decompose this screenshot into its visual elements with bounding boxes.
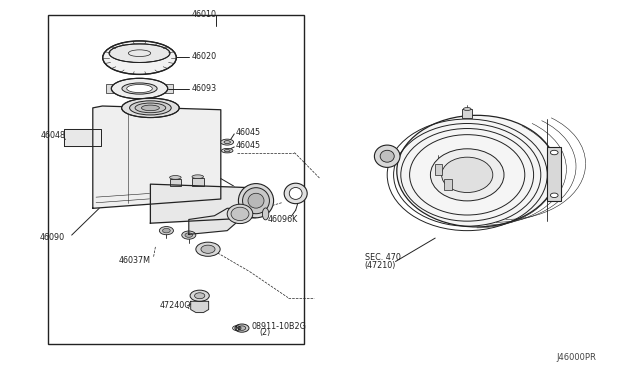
Bar (170, 179, 181, 186)
Ellipse shape (163, 228, 170, 233)
Ellipse shape (221, 148, 233, 153)
Ellipse shape (235, 324, 249, 332)
Ellipse shape (227, 204, 253, 224)
Bar (444, 179, 452, 190)
Ellipse shape (185, 233, 193, 237)
Ellipse shape (182, 231, 196, 239)
Text: 47240Q: 47240Q (160, 301, 191, 310)
Ellipse shape (170, 176, 181, 179)
Ellipse shape (284, 183, 307, 204)
Text: SEC. 470: SEC. 470 (365, 253, 401, 262)
Text: N: N (234, 326, 239, 331)
Bar (547, 147, 561, 201)
Ellipse shape (224, 141, 230, 144)
Ellipse shape (550, 150, 558, 155)
Ellipse shape (397, 115, 557, 227)
Text: J46000PR: J46000PR (557, 353, 596, 362)
Bar (163, 84, 173, 93)
Bar (192, 178, 204, 186)
Ellipse shape (122, 83, 157, 94)
Ellipse shape (463, 108, 471, 110)
Ellipse shape (380, 150, 394, 162)
Ellipse shape (135, 103, 166, 113)
Ellipse shape (102, 41, 177, 74)
Text: 46020: 46020 (192, 52, 217, 61)
Ellipse shape (111, 78, 168, 99)
Ellipse shape (122, 98, 179, 118)
Bar (101, 132, 109, 143)
Ellipse shape (238, 326, 246, 330)
Ellipse shape (127, 84, 152, 93)
Text: 46048: 46048 (40, 131, 65, 140)
Ellipse shape (129, 101, 172, 115)
Ellipse shape (201, 245, 215, 253)
Ellipse shape (141, 105, 159, 111)
Ellipse shape (109, 44, 170, 62)
Bar (106, 84, 116, 93)
Text: (47210): (47210) (365, 261, 396, 270)
Polygon shape (64, 129, 101, 146)
Polygon shape (191, 301, 209, 312)
Ellipse shape (196, 242, 220, 256)
Ellipse shape (248, 193, 264, 208)
Text: 46010: 46010 (192, 10, 217, 19)
Ellipse shape (225, 150, 230, 152)
Ellipse shape (221, 139, 234, 145)
Ellipse shape (550, 193, 558, 198)
Ellipse shape (289, 187, 302, 199)
Ellipse shape (262, 208, 269, 220)
Text: (2): (2) (259, 328, 271, 337)
Ellipse shape (239, 184, 274, 218)
Text: 46090: 46090 (40, 233, 65, 242)
Bar (462, 109, 472, 118)
Polygon shape (189, 208, 240, 234)
Text: 46045: 46045 (236, 141, 260, 150)
Text: 08911-10B2G: 08911-10B2G (252, 322, 307, 331)
Ellipse shape (192, 175, 204, 179)
Ellipse shape (442, 157, 493, 193)
Ellipse shape (430, 149, 504, 201)
Ellipse shape (159, 227, 173, 235)
Ellipse shape (374, 145, 400, 167)
Bar (48, 15, 304, 344)
Bar (435, 164, 442, 175)
Text: 46037M: 46037M (118, 256, 150, 265)
Ellipse shape (190, 290, 209, 301)
Polygon shape (150, 184, 256, 223)
Ellipse shape (243, 187, 269, 214)
Text: 46045: 46045 (236, 128, 260, 137)
Text: 46093: 46093 (192, 84, 217, 93)
Polygon shape (93, 106, 221, 208)
Ellipse shape (195, 293, 205, 299)
Text: 46096K: 46096K (268, 215, 298, 224)
Ellipse shape (231, 207, 249, 221)
